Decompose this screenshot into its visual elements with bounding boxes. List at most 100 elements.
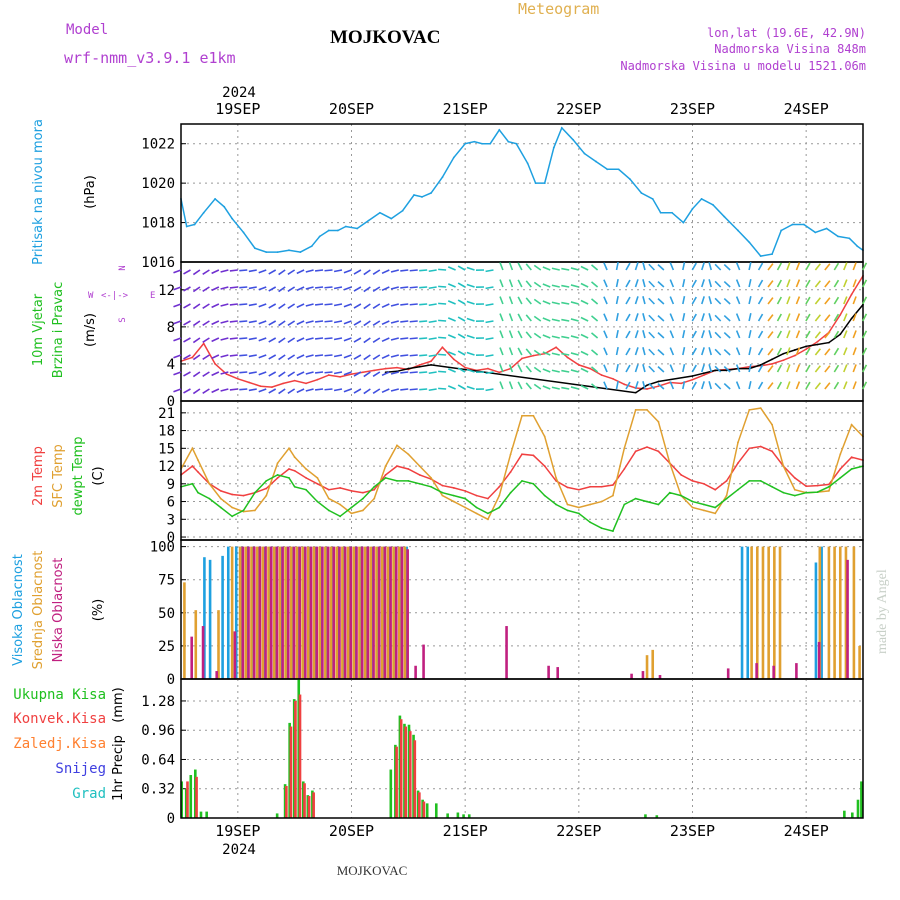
data-point [373,369,376,372]
wind-arrow [324,286,333,289]
data-point [339,515,342,518]
wind-arrow [590,315,599,322]
wind-arrow [202,354,210,361]
wind-arrow [517,296,523,305]
y-tick-label: 1018 [141,216,175,232]
x-tick-label-bottom: 21SEP [443,822,488,840]
wind-arrow [833,381,840,390]
legend-ukupna: Ukupna Kisa [13,687,106,703]
wind-arrow [691,330,697,339]
wind-arrow [590,366,599,373]
data-point [657,503,660,506]
wind-arrows [173,261,868,395]
wind-arrow [714,280,722,288]
data-point [464,497,467,500]
data-point [612,484,614,486]
wind-arrow [682,347,686,356]
bar [404,726,408,818]
data-point [600,485,603,488]
bar [655,815,659,818]
wind-arrow [561,352,570,356]
wind-arrow [795,313,801,322]
wind-arrow [278,303,286,310]
wind-arrow [814,314,821,322]
data-point [396,465,398,467]
data-point [236,377,239,380]
year-bottom: 2024 [222,842,256,858]
data-point [805,345,808,348]
compass-e: E [150,291,155,301]
bar [309,546,313,679]
bar [389,546,392,679]
wind-arrow [287,320,296,327]
wind-arrow [542,266,551,271]
wind-axis-label: 10m Vjetar [31,293,46,366]
data-point [532,414,535,417]
wind-arrow [447,368,456,373]
wind-arrow [314,388,324,391]
wind-arrow [324,354,333,357]
wind-arrow [268,286,277,292]
wind-arrow [372,354,381,360]
data-point [373,488,376,491]
bar [234,546,238,679]
wind-arrow [183,354,191,360]
data-point [566,356,569,359]
wind-arrow [786,364,791,373]
bar [630,673,633,679]
wind-arrow [615,329,619,339]
bar [856,799,860,818]
data-point [475,494,478,497]
wind-arrow [220,337,229,341]
wind-arrow [795,381,801,390]
wind-arrow [517,330,523,339]
data-point [452,500,455,503]
wind-arrow [852,313,857,322]
data-point [634,450,637,453]
wind-arrow [714,348,722,356]
data-point [197,491,199,494]
wind-arrow [278,286,286,293]
wind-arrow [580,316,589,322]
data-point [612,494,614,497]
wind-arrow [517,381,523,390]
data-point [384,476,387,479]
bar [238,546,242,679]
panel-pressure: 1016 1018 1020 1022 [141,123,864,271]
wind-arrow [615,346,619,356]
wind-arrow [428,371,437,375]
data-point [507,140,510,143]
wind-arrow [211,303,220,309]
data-point [253,247,256,250]
precip-unit-label: (mm) [111,687,126,722]
data-point [339,487,342,489]
data-point [452,494,455,497]
wind-arrow [287,388,296,395]
data-point [339,376,342,378]
bar [318,546,321,679]
wind-arrow [333,286,343,290]
wind-arrow [533,281,542,288]
data-point [521,357,523,360]
wind-arrow [466,317,475,322]
data-point [293,469,296,472]
wind-arrow [735,364,741,373]
wind-arrow [648,314,655,322]
data-point [691,378,694,381]
legend-zaledj: Zaledj.Kisa [13,736,106,752]
data-point [702,503,705,506]
data-point [748,479,751,482]
bar [272,546,276,679]
wind-arrow [324,320,333,323]
bar [303,783,306,818]
bar [285,785,288,818]
bar [833,546,836,679]
data-point [850,293,853,296]
wind-arrow [757,313,764,322]
data-point [600,527,603,530]
wind-arrow [805,262,811,271]
wind-arrow [314,303,324,306]
bar [746,546,750,679]
wind-arrow [708,279,713,288]
bar [814,562,818,679]
